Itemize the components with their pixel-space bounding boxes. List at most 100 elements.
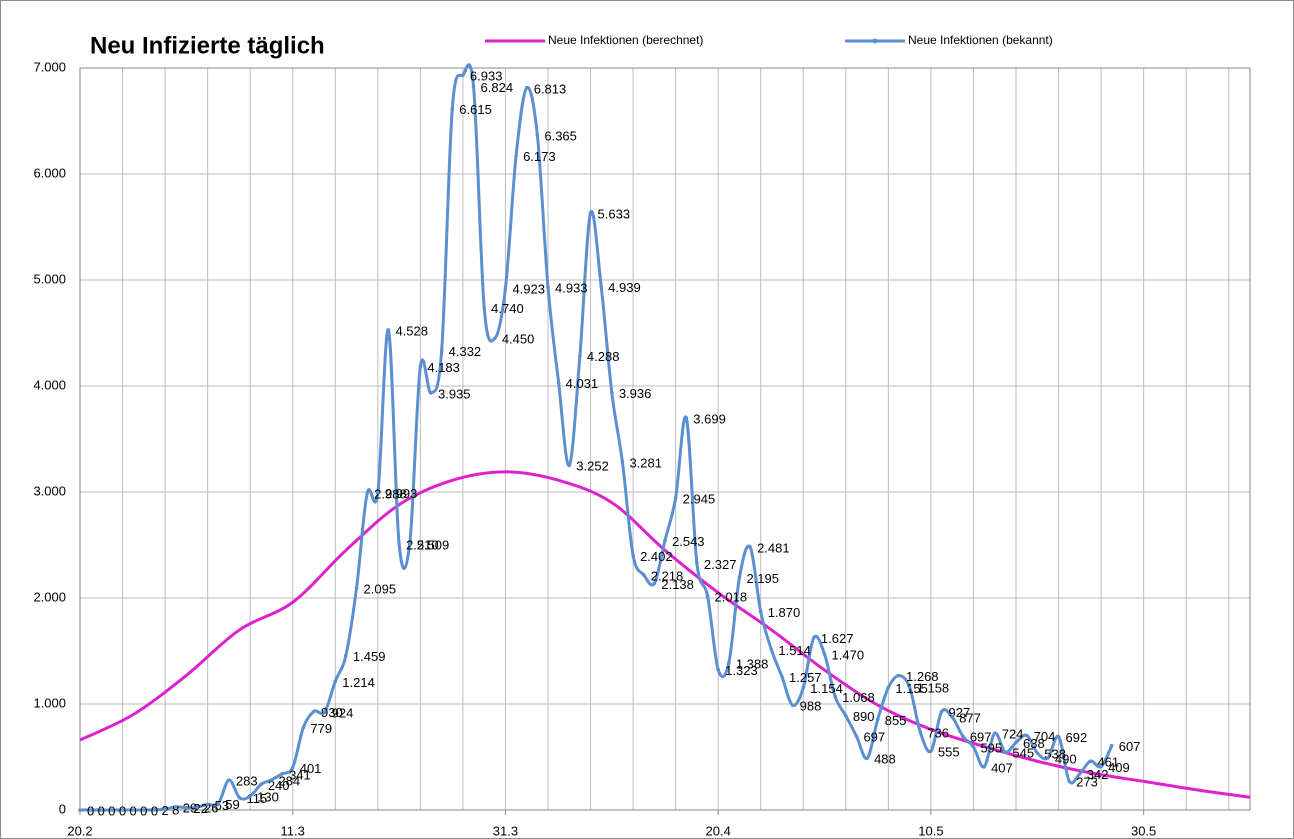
data-label: 2.095 [364, 581, 397, 596]
series-line [80, 63, 1114, 812]
data-label: 490 [1055, 751, 1077, 766]
data-label: 638 [1023, 736, 1045, 751]
point [173, 805, 178, 809]
data-label: 6.824 [481, 80, 514, 95]
point [120, 808, 125, 812]
point [833, 694, 837, 699]
data-label: 927 [949, 705, 971, 720]
data-label: 3.281 [629, 456, 662, 471]
point [599, 284, 603, 289]
point [556, 380, 561, 385]
point [407, 542, 412, 546]
point [376, 490, 380, 495]
data-label: 6.813 [534, 81, 567, 96]
data-label: 2.218 [651, 568, 684, 583]
chart-title: Neu Infizierte täglich [90, 32, 325, 59]
point [322, 710, 327, 714]
point [429, 391, 433, 395]
data-label: 488 [874, 752, 896, 767]
point [1024, 733, 1029, 738]
point [1035, 751, 1040, 755]
point [333, 679, 338, 684]
point [950, 715, 954, 719]
data-label: 2.543 [672, 534, 705, 549]
data-label: 4.939 [608, 280, 641, 295]
data-label: 53 [215, 798, 229, 813]
point [1109, 743, 1114, 748]
x-tick-label: 20.4 [706, 823, 731, 838]
data-label: 1.459 [353, 649, 386, 664]
point [259, 782, 263, 787]
data-label: 6.933 [470, 69, 503, 84]
point [641, 573, 646, 577]
data-label: 3.699 [693, 411, 726, 426]
point [567, 463, 572, 468]
data-label: 779 [310, 721, 332, 736]
data-label: 407 [991, 760, 1013, 775]
data-label: 855 [885, 713, 907, 728]
plot-frame [79, 67, 1251, 811]
point [695, 561, 699, 566]
point [205, 802, 210, 807]
data-label: 3.935 [438, 386, 471, 401]
point [865, 756, 869, 761]
data-label: 342 [1087, 767, 1109, 782]
point [886, 685, 891, 690]
point [939, 709, 944, 714]
data-label: 4.332 [449, 344, 482, 359]
point [1078, 771, 1082, 776]
point [801, 685, 806, 690]
data-label: 3.252 [576, 459, 609, 474]
data-label: 3.936 [619, 386, 652, 401]
data-label: 115 [247, 791, 268, 806]
point [524, 86, 529, 90]
data-label: 4.288 [587, 349, 620, 364]
y-tick-label: 6.000 [33, 165, 66, 180]
point [652, 581, 657, 586]
data-label: 4.450 [502, 332, 535, 347]
data-label: 1.388 [736, 656, 769, 671]
data-label: 930 [321, 705, 343, 720]
data-label: 22 [193, 801, 207, 816]
point [961, 734, 965, 738]
point [684, 416, 689, 420]
x-tick-label: 10.5 [918, 823, 943, 838]
point [971, 745, 976, 749]
data-label: 2.195 [746, 571, 779, 586]
data-label: 1.214 [342, 675, 375, 690]
point [1046, 756, 1050, 760]
point [737, 575, 742, 580]
point [237, 796, 242, 800]
point [450, 107, 455, 111]
point [461, 73, 465, 77]
legend-label: Neue Infektionen (bekannt) [908, 33, 1053, 47]
data-label: 736 [927, 725, 949, 740]
x-tick-label: 20.2 [67, 823, 92, 838]
point [344, 653, 348, 658]
data-label: 283 [236, 773, 258, 788]
legend-label: Neue Infektionen (berechnet) [548, 33, 703, 47]
point [269, 778, 274, 782]
data-label: 924 [332, 705, 354, 720]
point [131, 808, 135, 812]
data-label: 2.018 [715, 590, 748, 605]
data-label: 2.402 [640, 549, 673, 564]
point [716, 667, 720, 672]
x-tick-label: 11.3 [281, 823, 305, 838]
y-tick-label: 0 [59, 801, 66, 816]
point [195, 805, 199, 810]
point [354, 586, 359, 590]
point [769, 647, 774, 652]
point [312, 709, 316, 714]
point [854, 734, 859, 738]
data-label: 2.509 [417, 537, 450, 552]
point [982, 765, 986, 769]
data-label: 8 [172, 803, 179, 818]
x-tick-label: 31.3 [493, 823, 518, 838]
point [503, 286, 508, 290]
point [588, 211, 593, 215]
data-label: 401 [300, 761, 322, 776]
point [992, 731, 997, 736]
